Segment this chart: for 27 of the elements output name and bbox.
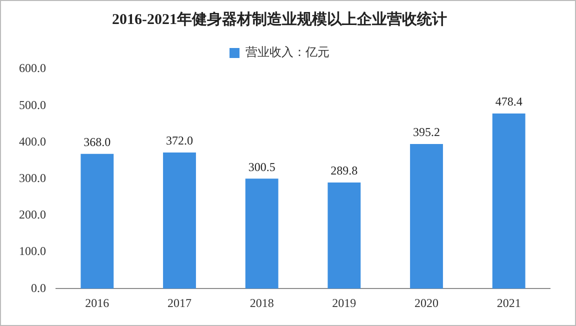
y-tick-label: 200.0	[19, 208, 46, 222]
bar	[410, 144, 443, 289]
x-tick-label: 2020	[414, 296, 438, 310]
y-tick-label: 500.0	[19, 98, 46, 112]
text: 395.2	[413, 125, 440, 140]
x-tick-label: 2016	[85, 296, 110, 310]
y-tick-label: 300.0	[19, 170, 46, 185]
x-tick-label: 2018	[250, 296, 274, 310]
bar	[328, 182, 361, 289]
bar	[163, 152, 196, 289]
bar	[245, 178, 278, 289]
x-tick-label: 2017	[168, 296, 192, 310]
chart-title: 2016-2021年健身器材制造业规模以上企业营收统计	[112, 10, 447, 28]
text: 478.4	[495, 94, 522, 109]
text: 289.8	[330, 164, 358, 178]
legend-label: 营业收入：亿元	[246, 45, 330, 60]
y-tick-label: 100.0	[19, 244, 46, 258]
text: 300.5	[248, 160, 276, 174]
y-tick-label: 0.0	[31, 280, 46, 295]
y-tick-label: 600.0	[19, 61, 46, 76]
text: 368.0	[84, 135, 111, 150]
y-tick-label: 400.0	[19, 134, 46, 148]
text: 372.0	[166, 134, 193, 148]
bar	[492, 114, 526, 289]
x-tick-label: 2019	[332, 296, 356, 310]
x-tick-label: 2021	[496, 296, 521, 310]
bar	[80, 154, 114, 289]
